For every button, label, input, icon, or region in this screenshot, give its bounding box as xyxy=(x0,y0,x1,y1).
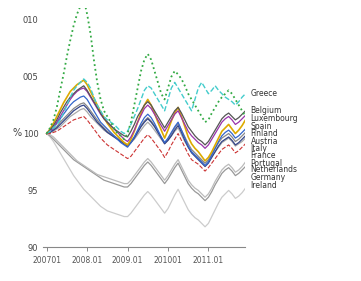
Text: Greece: Greece xyxy=(251,89,278,98)
Y-axis label: %: % xyxy=(13,128,22,138)
Text: Finland: Finland xyxy=(251,129,278,138)
Text: Portugal: Portugal xyxy=(251,158,283,167)
Text: France: France xyxy=(251,151,276,160)
Text: Ireland: Ireland xyxy=(251,181,277,190)
Text: Germany: Germany xyxy=(251,173,286,182)
Text: Spain: Spain xyxy=(251,122,272,131)
Text: Austria: Austria xyxy=(251,137,278,146)
Text: Luxembourg: Luxembourg xyxy=(251,114,298,123)
Text: Italy: Italy xyxy=(251,144,268,153)
Text: Belgium: Belgium xyxy=(251,106,282,115)
Text: Netherlands: Netherlands xyxy=(251,166,297,175)
